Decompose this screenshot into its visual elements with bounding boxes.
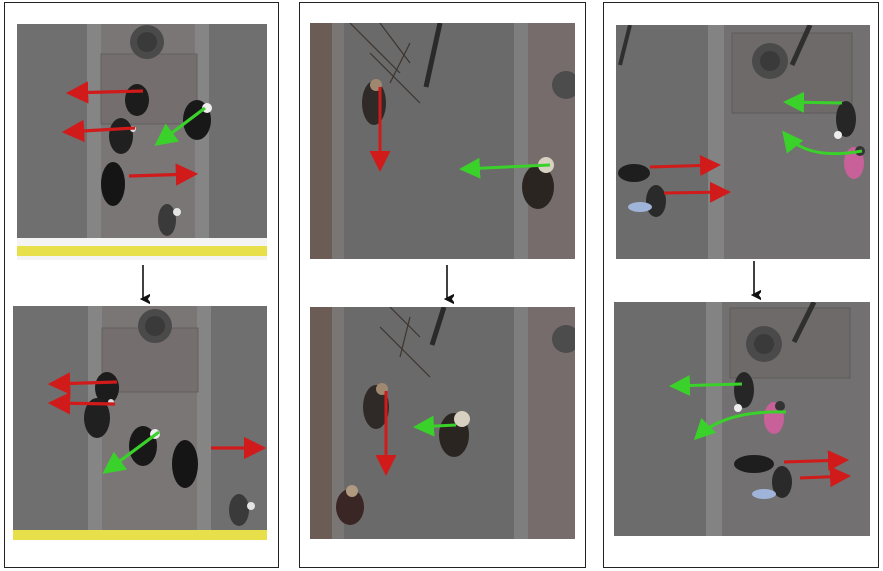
pedestrian bbox=[628, 185, 666, 217]
pedestrian bbox=[834, 101, 856, 139]
motion-arrow bbox=[47, 392, 116, 415]
scene-1-after-frame bbox=[13, 306, 267, 540]
pedestrian bbox=[229, 494, 255, 526]
transition-arrow-icon bbox=[139, 265, 150, 306]
scene-3-panel bbox=[603, 2, 879, 568]
motion-arrow bbox=[459, 157, 551, 179]
tree-trunk bbox=[423, 23, 443, 88]
motion-arrow bbox=[783, 450, 849, 472]
scene-3-after-frame bbox=[614, 302, 870, 536]
pedestrian bbox=[734, 455, 774, 473]
transition-arrow-icon bbox=[443, 265, 454, 306]
pedestrian bbox=[752, 466, 792, 499]
motion-arrow bbox=[65, 81, 144, 104]
pedestrian bbox=[95, 372, 119, 404]
scene-1-before-image bbox=[17, 24, 267, 260]
motion-arrow bbox=[61, 119, 136, 143]
pedestrian bbox=[522, 157, 554, 209]
pedestrian bbox=[764, 401, 785, 434]
motion-arrow bbox=[783, 91, 843, 113]
pedestrian bbox=[101, 162, 125, 206]
scene-3-before-frame bbox=[616, 25, 870, 259]
tree-trunk bbox=[429, 307, 447, 346]
pedestrian bbox=[618, 164, 650, 182]
motion-arrow bbox=[102, 430, 160, 474]
pedestrian bbox=[125, 84, 149, 116]
scene-1-before-frame bbox=[17, 24, 267, 260]
transition-arrow-icon bbox=[750, 261, 761, 302]
motion-arrow bbox=[693, 410, 787, 441]
motion-arrow bbox=[649, 155, 721, 177]
pedestrian bbox=[158, 204, 181, 236]
scene-2-after-frame bbox=[310, 307, 575, 539]
tree-grate-icon bbox=[552, 71, 575, 99]
scene-1-panel bbox=[4, 2, 279, 568]
scene-1-after-image bbox=[13, 306, 267, 540]
tree-grate-icon bbox=[552, 325, 575, 353]
motion-arrow bbox=[663, 181, 731, 203]
scene-2-before-frame bbox=[310, 23, 575, 259]
scene-2-after-image bbox=[310, 307, 575, 539]
motion-arrow bbox=[669, 374, 743, 396]
motion-arrow bbox=[47, 372, 118, 395]
scene-3-before-image bbox=[616, 25, 870, 259]
motion-arrow bbox=[128, 163, 199, 186]
scene-3-after-image bbox=[614, 302, 870, 536]
pedestrian bbox=[336, 485, 364, 525]
scene-2-panel bbox=[299, 2, 586, 568]
motion-arrow bbox=[799, 466, 851, 488]
motion-arrow bbox=[782, 130, 863, 156]
pedestrian bbox=[172, 440, 198, 488]
pedestrian bbox=[363, 383, 389, 429]
motion-arrow bbox=[154, 106, 206, 146]
scene-2-before-image bbox=[310, 23, 575, 259]
motion-arrow bbox=[413, 415, 457, 437]
pedestrian bbox=[734, 372, 754, 412]
